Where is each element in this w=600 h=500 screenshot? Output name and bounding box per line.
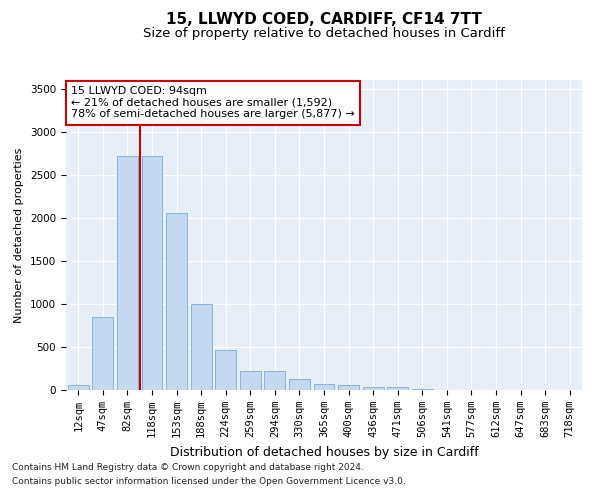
Bar (387, 388, 408, 390)
Bar (362, 387, 383, 390)
Text: Contains HM Land Registry data © Crown copyright and database right 2024.: Contains HM Land Registry data © Crown c… (12, 464, 364, 472)
Bar (191, 304, 212, 390)
Y-axis label: Number of detached properties: Number of detached properties (14, 148, 25, 322)
Bar (412, 389, 433, 390)
Bar (166, 212, 187, 390)
Bar (289, 379, 310, 390)
Bar (314, 384, 334, 390)
Text: Contains public sector information licensed under the Open Government Licence v3: Contains public sector information licen… (12, 477, 406, 486)
Bar (215, 350, 236, 390)
Bar (338, 386, 359, 390)
Bar (68, 386, 89, 390)
Bar (117, 156, 138, 390)
Bar (240, 371, 261, 390)
X-axis label: Distribution of detached houses by size in Cardiff: Distribution of detached houses by size … (170, 446, 478, 458)
Bar (92, 317, 113, 390)
Text: 15, LLWYD COED, CARDIFF, CF14 7TT: 15, LLWYD COED, CARDIFF, CF14 7TT (166, 12, 482, 28)
Text: Size of property relative to detached houses in Cardiff: Size of property relative to detached ho… (143, 28, 505, 40)
Bar (142, 156, 163, 390)
Bar (265, 372, 286, 390)
Text: 15 LLWYD COED: 94sqm
← 21% of detached houses are smaller (1,592)
78% of semi-de: 15 LLWYD COED: 94sqm ← 21% of detached h… (71, 86, 355, 120)
